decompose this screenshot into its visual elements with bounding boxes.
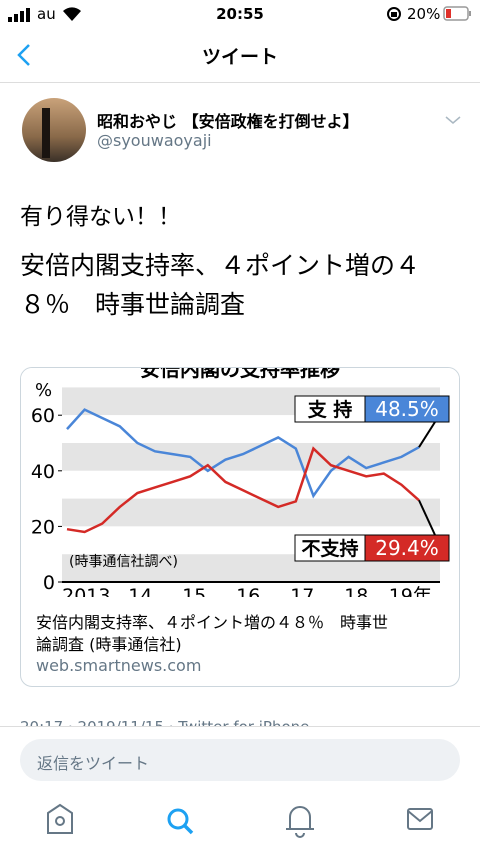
value-label: 29.4%	[375, 536, 439, 560]
lock-icon	[387, 7, 401, 21]
signal-icon	[8, 8, 30, 22]
card-domain: web.smartnews.com	[36, 656, 202, 675]
x-tick-label: 18	[344, 585, 368, 597]
legend-name-box	[294, 534, 366, 562]
nav-bar: ツイート	[0, 30, 480, 83]
x-tick-label: 2013	[62, 585, 110, 597]
y-tick-label: 20	[31, 516, 55, 538]
band	[62, 443, 440, 471]
card-title: 安倍内閣支持率、４ポイント増の４８％ 時事世	[36, 613, 389, 632]
y-tick-label: 40	[31, 461, 55, 483]
card-image-chart: 安倍内閣の支持率推移% 0 20 40 60 2013 14 15 16 17 18 19年 (時事通信…	[21, 368, 459, 597]
legend-name: 支 持	[307, 398, 353, 421]
search-tab[interactable]	[167, 808, 194, 835]
notifications-tab[interactable]	[286, 806, 314, 838]
x-tick-label: 19年	[389, 585, 432, 597]
bottom-area: 返信をツイート	[0, 726, 480, 855]
more-chevron[interactable]	[444, 114, 462, 126]
y-tick-label: 60	[31, 405, 55, 427]
series-line	[66, 446, 420, 534]
source-note: (時事通信社調べ)	[69, 554, 178, 570]
y-unit: %	[35, 380, 52, 401]
clock: 20:55	[216, 5, 264, 23]
user-handle[interactable]: @syouwaoyaji	[97, 131, 212, 150]
x-tick-label: 14	[128, 585, 152, 597]
tweet-text: ８％ 時事世論調査	[20, 290, 246, 319]
messages-tab[interactable]	[407, 808, 433, 830]
tab-bar	[47, 803, 433, 838]
wifi-icon	[63, 7, 81, 21]
avatar[interactable]	[22, 98, 86, 162]
status-bar: au 20:55 20%	[0, 0, 480, 30]
nav-title: ツイート	[201, 46, 278, 68]
band	[62, 498, 440, 527]
battery-text: 20%	[407, 5, 441, 23]
x-tick-label: 15	[182, 585, 206, 597]
y-tick-label: 0	[43, 572, 55, 594]
card-title: 論調査 (時事通信社)	[36, 635, 182, 654]
series-line	[66, 408, 420, 499]
tweet-meta: 20:17 · 2019/11/15 · Twitter for iPhone	[20, 718, 309, 726]
carrier: au	[37, 5, 56, 23]
chart-title: 安倍内閣の支持率推移	[140, 368, 340, 381]
x-tick-label: 16	[236, 585, 260, 597]
tweet-text: 有り得ない！！	[20, 204, 181, 230]
reply-placeholder: 返信をツイート	[37, 754, 150, 773]
tweet-text: 安倍内閣支持率、４ポイント増の４	[20, 251, 421, 280]
legend-name: 不支持	[301, 537, 358, 560]
value-label: 48.5%	[375, 397, 439, 421]
legend-value-box	[364, 395, 450, 423]
user-name[interactable]: 昭和おやじ 【安倍政権を打倒せよ】	[97, 112, 359, 131]
meta-clip: 20:17 · 2019/11/15 · Twitter for iPhone	[0, 718, 480, 726]
back-button[interactable]	[14, 42, 34, 68]
battery-icon	[443, 6, 471, 21]
link-card[interactable]: 安倍内閣の支持率推移% 0 20 40 60 2013 14 15 16 17 18 19年 (時事通信…	[20, 367, 460, 687]
pointer	[418, 421, 436, 448]
legend-value-box	[364, 534, 450, 562]
home-tab[interactable]	[47, 803, 73, 834]
x-tick-label: 17	[290, 585, 314, 597]
pointer	[418, 499, 436, 536]
reply-box[interactable]: 返信をツイート	[20, 739, 460, 781]
